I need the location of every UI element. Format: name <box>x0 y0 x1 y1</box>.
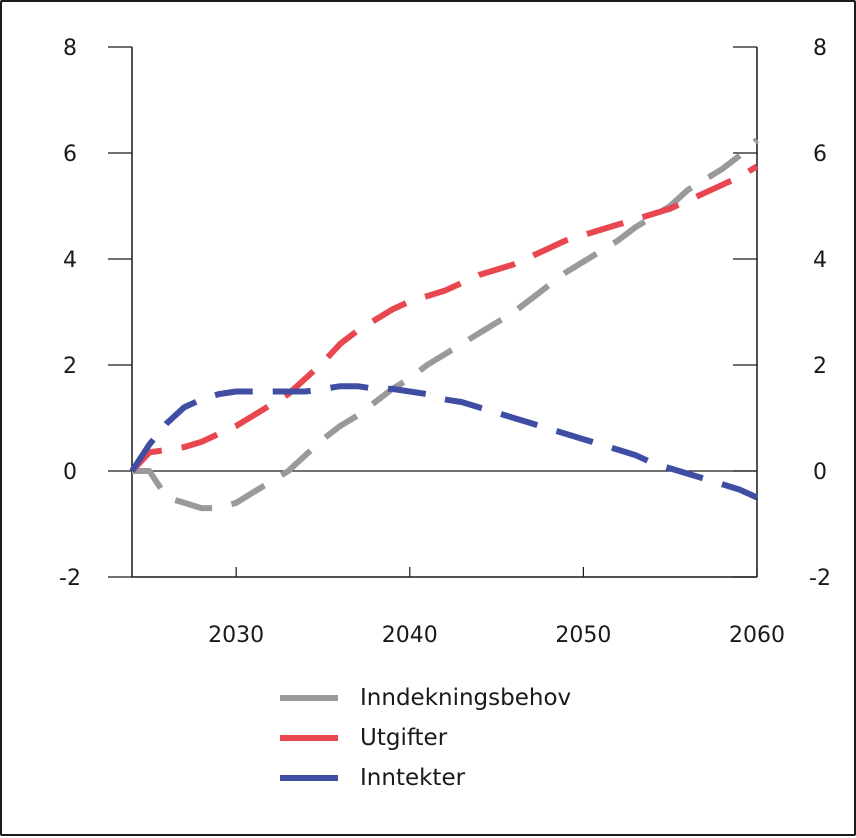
legend: Inndekningsbehov Utgifter Inntekter <box>280 678 571 798</box>
series-line-inndekningsbehov <box>132 137 760 512</box>
y-tick-label-right: -2 <box>809 566 831 591</box>
series-lines <box>129 137 760 512</box>
y-tick-label-right: 0 <box>813 460 827 485</box>
x-tick-label: 2040 <box>382 623 438 648</box>
y-tick-label-right: 6 <box>813 142 827 167</box>
axes <box>108 46 758 578</box>
legend-label-inndekningsbehov: Inndekningsbehov <box>360 685 572 711</box>
legend-swatch-inndekningsbehov <box>280 695 338 701</box>
legend-item-inndekningsbehov: Inndekningsbehov <box>280 678 571 718</box>
y-tick-label-right: 2 <box>813 354 827 379</box>
y-tick-label-left: 4 <box>63 248 77 273</box>
y-tick-label-right: 8 <box>813 36 827 61</box>
series-line-inntekter <box>129 383 759 501</box>
tick-labels: -2 -2 0 0 2 2 4 4 6 6 8 8 2030 2040 2050 2060 <box>59 36 831 648</box>
x-tick-label: 2030 <box>208 623 264 648</box>
legend-swatch-inntekter <box>280 775 338 781</box>
legend-item-inntekter: Inntekter <box>280 758 571 798</box>
y-tick-label-right: 4 <box>813 248 827 273</box>
series-line-utgifter <box>129 163 759 474</box>
y-tick-label-left: -2 <box>59 566 81 591</box>
x-tick-label: 2060 <box>729 623 785 648</box>
y-tick-label-left: 2 <box>63 354 77 379</box>
legend-label-utgifter: Utgifter <box>360 725 448 751</box>
legend-swatch-utgifter <box>280 735 338 741</box>
legend-label-inntekter: Inntekter <box>360 765 466 791</box>
legend-item-utgifter: Utgifter <box>280 718 571 758</box>
y-tick-label-left: 6 <box>63 142 77 167</box>
y-tick-label-left: 0 <box>63 460 77 485</box>
y-tick-label-left: 8 <box>63 36 77 61</box>
x-tick-label: 2050 <box>555 623 611 648</box>
